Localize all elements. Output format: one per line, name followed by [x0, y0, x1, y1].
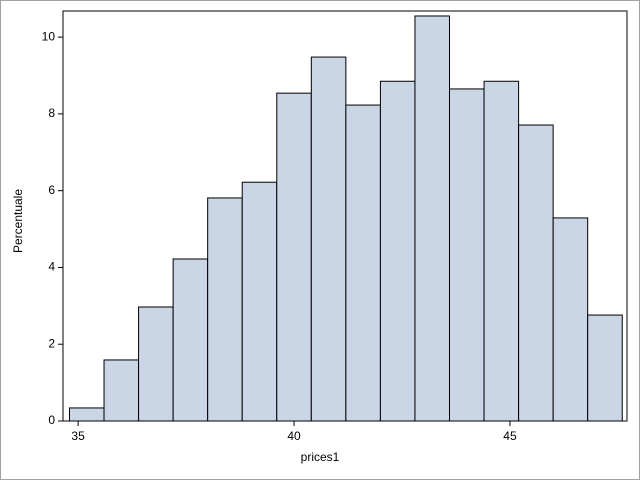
bar	[345, 104, 381, 422]
bar	[207, 197, 243, 422]
y-tick-label: 2	[48, 336, 55, 350]
x-tick-label: 35	[71, 429, 85, 443]
plot-frame	[62, 10, 628, 422]
bar	[241, 181, 278, 422]
bar	[483, 80, 520, 422]
y-tick-label: 6	[48, 183, 55, 197]
y-axis-label: Percentuale	[11, 189, 25, 253]
bar	[172, 258, 209, 422]
x-axis-label: prices1	[301, 450, 340, 464]
x-tick-label: 40	[287, 429, 301, 443]
bar	[379, 80, 416, 422]
bar	[449, 88, 485, 422]
bar	[552, 217, 589, 422]
y-tick-label: 0	[48, 413, 55, 427]
x-tick-label: 45	[503, 429, 517, 443]
bar	[587, 314, 623, 422]
bar	[138, 306, 174, 422]
bar	[518, 124, 554, 422]
bar	[68, 407, 105, 422]
y-tick-label: 4	[48, 260, 55, 274]
bar	[103, 359, 140, 422]
bar	[276, 92, 312, 422]
bar	[310, 56, 347, 422]
y-tick-label: 8	[48, 106, 55, 120]
y-tick-label: 10	[42, 29, 56, 43]
bar	[414, 15, 451, 422]
